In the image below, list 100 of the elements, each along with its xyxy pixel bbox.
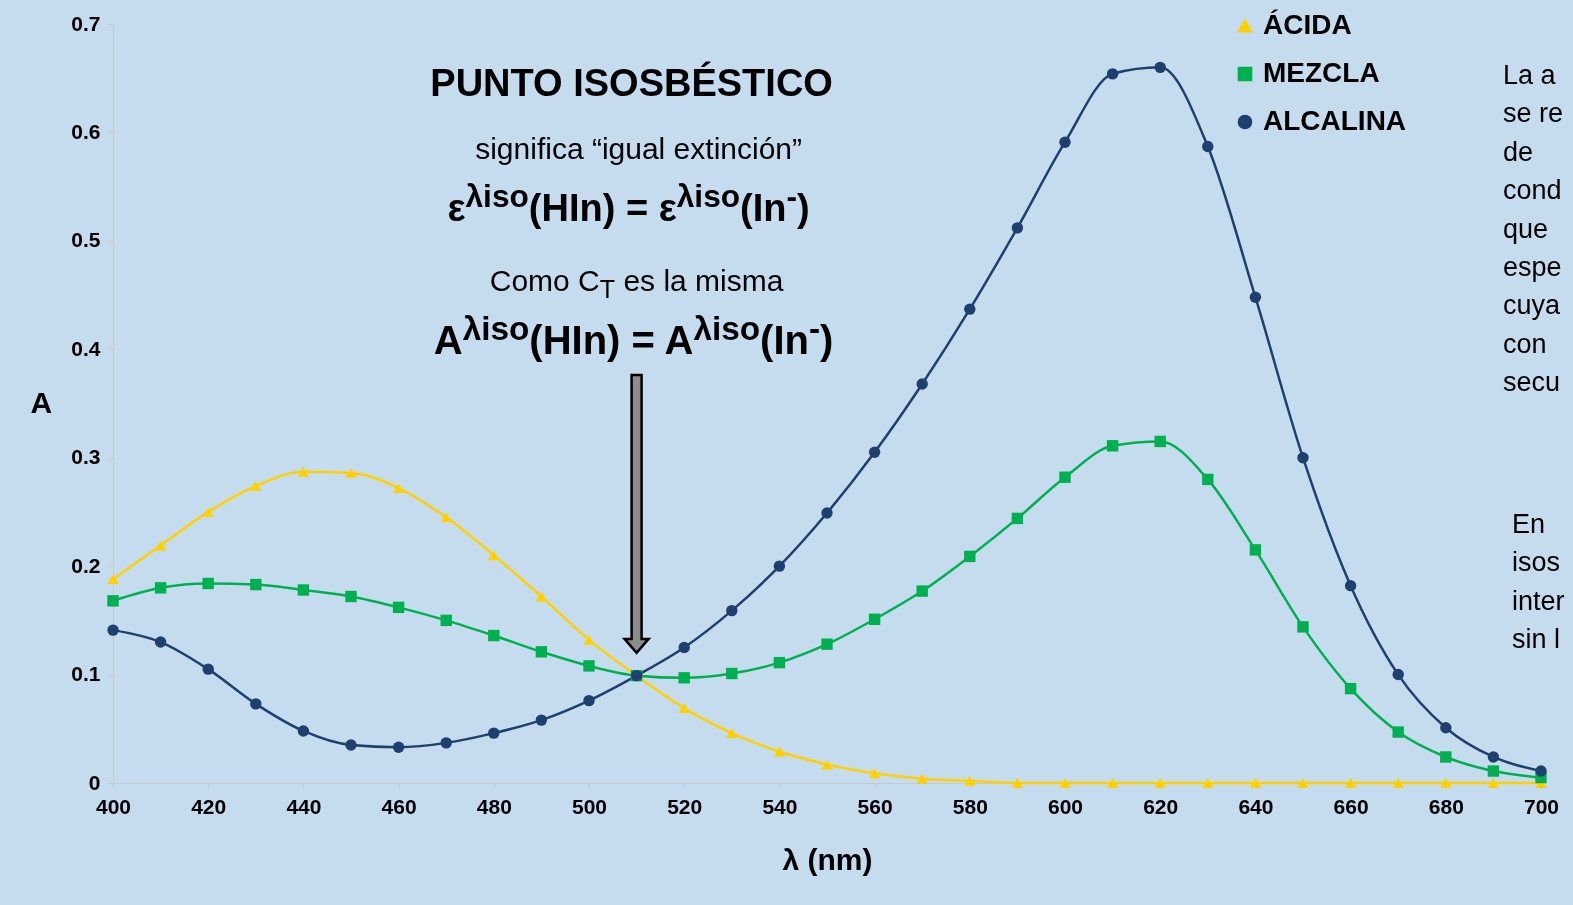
legend-label: ÁCIDA [1263,9,1352,40]
point [916,585,928,597]
point [678,672,690,684]
annotation: A$^{λiso}$(HIn) = A$^{λiso}$(In$^{-}$) [433,310,834,364]
x-tick-label: 640 [1238,794,1274,818]
point [1249,544,1262,556]
point [1487,765,1500,777]
point [726,604,738,617]
y-tick-label: 0.3 [71,445,101,469]
point [535,646,548,658]
point [202,663,214,675]
x-tick-label: 480 [476,794,512,818]
point [773,560,786,572]
point [964,303,976,315]
point [1059,471,1071,483]
annotation: ε$^{λiso}$(HIn) = ε$^{λiso}$(In$^{-}$) [447,178,810,231]
annotation: significa “igual extinción” [475,132,803,167]
point [154,582,167,594]
legend-label: ALCALINA [1263,105,1407,136]
point [488,629,500,642]
point [392,601,405,614]
x-tick-label: 460 [381,794,417,818]
point [1344,682,1357,695]
y-tick-label: 0.5 [71,228,101,252]
y-tick-label: 0.6 [71,119,101,143]
y-axis-title: A [30,386,53,419]
point [107,574,119,585]
point [440,737,452,749]
point [1106,68,1119,80]
point [821,507,833,519]
point [250,698,262,710]
point [1487,778,1500,788]
x-tick-label: 620 [1143,794,1179,818]
point [1344,778,1357,788]
point [250,480,262,491]
point [1440,722,1452,734]
x-tick-label: 680 [1428,794,1464,818]
point [1011,222,1024,234]
x-tick-label: 440 [286,794,322,818]
point [345,739,357,751]
point [678,641,690,654]
x-tick-label: 500 [571,794,608,818]
x-tick-label: 420 [191,794,227,818]
point [345,590,357,603]
point [1535,765,1547,777]
x-tick-label: 540 [762,794,798,818]
legend-label: MEZCLA [1263,57,1380,88]
point [250,578,262,591]
point [345,467,357,478]
point [1487,751,1500,763]
point [392,483,405,494]
point [1392,726,1404,738]
point [1249,778,1262,788]
point [1059,778,1071,788]
y-tick-label: 0.7 [71,11,101,35]
x-tick-label: 600 [1047,794,1084,818]
point [1011,512,1024,525]
point [1202,778,1214,788]
y-tick-label: 0.2 [71,553,101,577]
text: PUNTO ISOSBÉSTICO [430,62,833,106]
point [868,613,881,625]
point [678,703,690,714]
point [297,584,310,596]
point [202,577,214,590]
point [1440,751,1452,763]
point [1011,778,1024,788]
x-tick-label: 560 [857,794,893,818]
point [773,746,786,757]
point [583,694,595,707]
point [583,660,595,672]
point [1249,291,1262,303]
point [726,728,738,739]
x-tick-label: 580 [952,794,988,818]
point [964,775,976,786]
point [1202,473,1214,486]
point [964,550,976,563]
point [488,550,500,561]
point [583,634,595,645]
point [488,727,500,739]
point [1297,452,1309,464]
point [440,614,452,627]
point [868,446,881,458]
point [868,768,881,779]
point [1392,668,1404,681]
annotation: En isos inter sin l [1512,508,1565,657]
point [1344,579,1357,592]
point [154,540,167,551]
point [107,595,119,607]
point [1106,778,1119,788]
point [154,636,167,648]
point [1059,136,1071,148]
point [297,725,310,737]
point [535,714,548,726]
x-axis-title: λ (nm) [782,842,873,876]
point [107,624,119,636]
point [916,773,928,784]
point [297,466,310,477]
point [1154,61,1166,74]
annotation: Como C$_{T}$ es la misma [489,264,784,304]
point [821,638,833,650]
